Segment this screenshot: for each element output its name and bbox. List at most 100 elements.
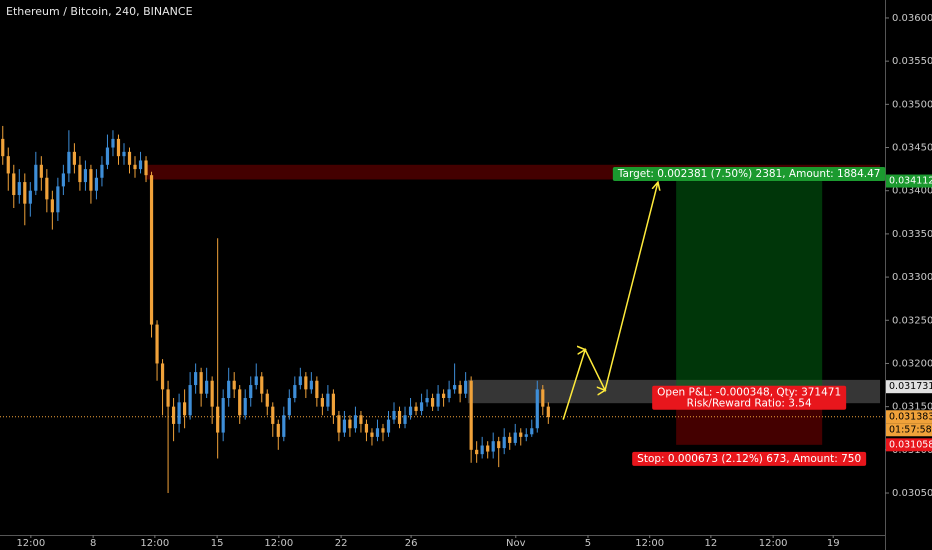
x-tick-label: 12:00 — [635, 538, 664, 549]
candle-body — [381, 428, 385, 433]
candle-body — [61, 173, 65, 187]
target-price-badge-bg — [886, 174, 932, 188]
x-tick-label: 26 — [405, 538, 418, 549]
candle-body — [403, 415, 407, 424]
candle-body — [105, 147, 110, 165]
candle-body — [293, 385, 297, 399]
candle-body — [315, 380, 319, 399]
candle-body — [1, 138, 5, 157]
candle-body — [464, 380, 468, 394]
candle-body — [78, 164, 82, 183]
current-price-badge-bg — [886, 410, 932, 424]
candle-body — [447, 389, 451, 399]
candle-body — [138, 160, 143, 170]
candle-body — [546, 406, 550, 418]
candle-body — [519, 432, 523, 437]
candle-body — [199, 372, 203, 394]
candle-body — [359, 415, 363, 424]
candle-body — [155, 324, 159, 364]
candle-body — [227, 380, 231, 399]
x-tick-label: 19 — [827, 538, 840, 549]
candle-body — [430, 398, 435, 407]
candle-body — [243, 398, 247, 416]
candle-body — [304, 376, 308, 390]
projection-arrow — [562, 182, 658, 420]
candle-body — [386, 419, 391, 433]
candle-body — [210, 380, 214, 407]
candle-body — [370, 432, 374, 437]
candle-body — [249, 385, 253, 399]
candle-body — [491, 441, 495, 452]
candle-body — [12, 173, 16, 196]
candle-body — [497, 441, 501, 449]
candle-body — [34, 164, 38, 191]
candle-body — [260, 376, 264, 394]
candle-body — [89, 169, 93, 191]
stop-label: Stop: 0.000673 (2.12%) 673, Amount: 750 — [637, 453, 861, 465]
candle-body — [397, 410, 402, 424]
x-tick-label: 12 — [704, 538, 717, 549]
target-zone — [676, 181, 823, 387]
candle-body — [508, 436, 512, 443]
x-tick-label: Nov — [506, 538, 526, 549]
candle-body — [287, 398, 291, 416]
candle-body — [298, 376, 302, 386]
candle-body — [127, 151, 132, 165]
x-tick-label: 5 — [585, 538, 591, 549]
candle-body — [177, 402, 181, 424]
candle-body — [513, 432, 517, 443]
candle-body — [111, 138, 115, 148]
x-tick-label: 12:00 — [264, 538, 293, 549]
x-tick-label: 12:00 — [759, 538, 788, 549]
candle-body — [238, 389, 242, 416]
candle-body — [475, 449, 479, 455]
y-tick-label: 0.036000 — [892, 13, 932, 24]
entry-price-badge-bg — [886, 380, 932, 394]
candle-body — [326, 393, 330, 407]
candle-body — [408, 406, 413, 416]
candle-body — [453, 385, 457, 390]
pnl-label: Open P&L: -0.000348, Qty: 371471 — [657, 387, 841, 399]
candle-body — [216, 406, 220, 433]
current-price-badge: 0.031383 — [889, 411, 932, 422]
x-tick-label: 8 — [90, 538, 96, 549]
candle-body — [265, 393, 269, 407]
candle-body — [133, 164, 137, 170]
pnl-label-bg — [652, 385, 847, 410]
candle-body — [342, 419, 347, 433]
rr-label: Risk/Reward Ratio: 3.54 — [687, 398, 812, 410]
candle-body — [486, 445, 490, 452]
candle-body — [144, 160, 148, 176]
candle-body — [83, 169, 88, 183]
target-label: Target: 0.002381 (7.50%) 2381, Amount: 1… — [617, 168, 881, 180]
timer-badge-bg — [886, 423, 932, 437]
candle-body — [23, 182, 27, 204]
candle-body — [50, 199, 54, 213]
stop-price-badge-bg — [886, 438, 932, 452]
candle-body — [72, 151, 76, 165]
candle-body — [183, 402, 187, 416]
candle-body — [282, 415, 286, 437]
chart-title: Ethereum / Bitcoin, 240, BINANCE — [6, 5, 193, 18]
candle-body — [94, 177, 99, 191]
candle-body — [353, 415, 358, 429]
x-tick-label: 15 — [211, 538, 224, 549]
candle-body — [194, 372, 198, 386]
candle-body — [337, 415, 341, 433]
candle-body — [6, 156, 10, 174]
stop-price-badge: 0.031058 — [889, 439, 932, 450]
candle-body — [375, 428, 380, 437]
target-price-badge: 0.034112 — [889, 176, 932, 187]
target-label-bg — [612, 167, 886, 182]
candle-body — [480, 445, 484, 455]
candle-body — [149, 175, 154, 325]
